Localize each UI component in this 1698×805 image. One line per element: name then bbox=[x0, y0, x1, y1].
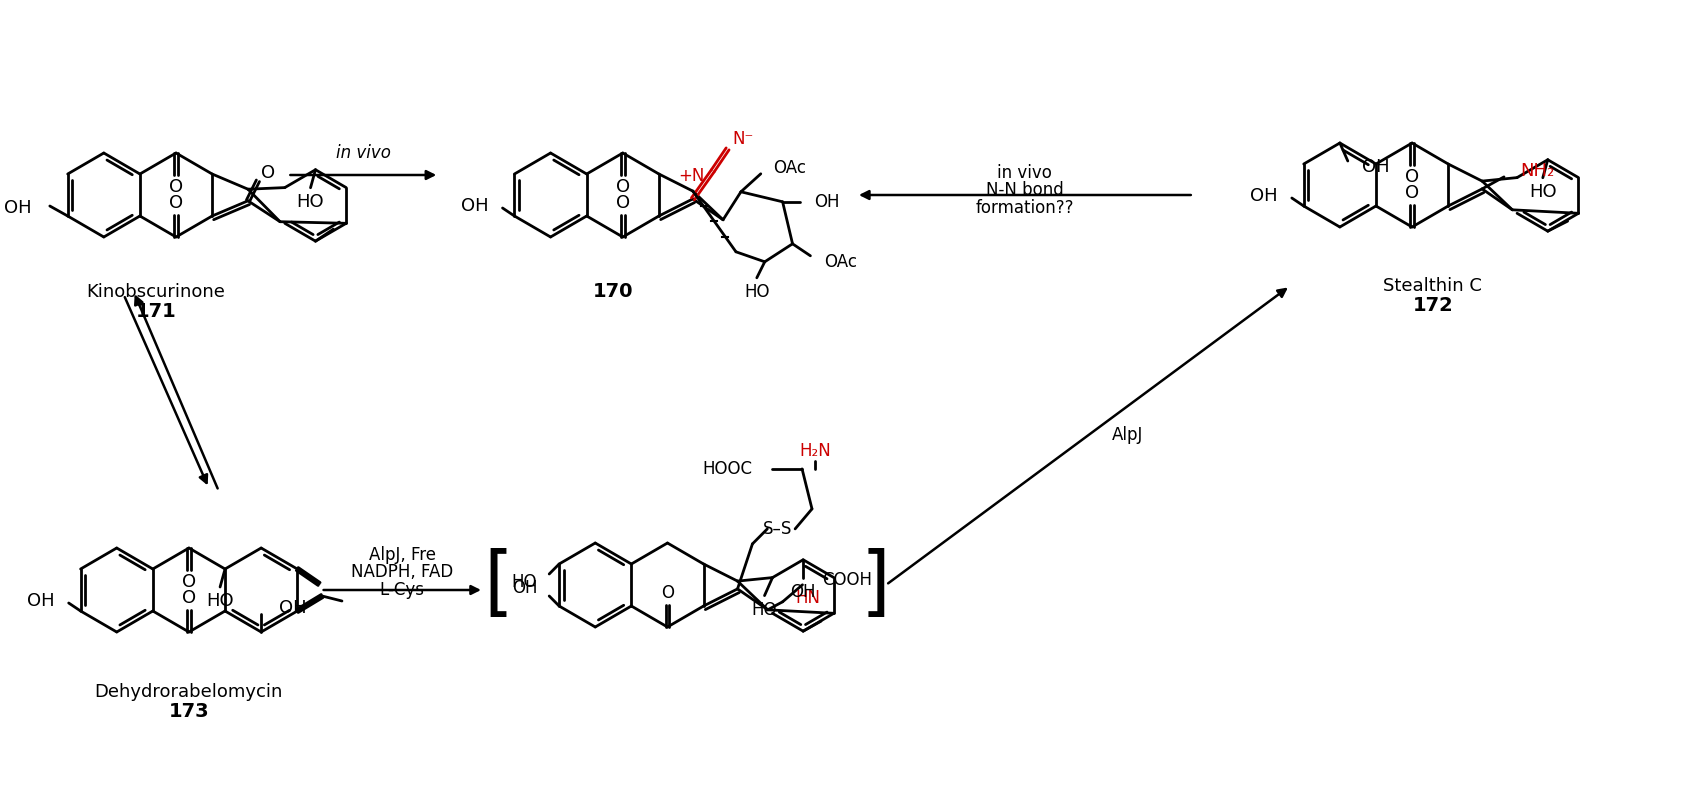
Text: Stealthin C: Stealthin C bbox=[1382, 277, 1481, 295]
Text: NH₂: NH₂ bbox=[1520, 162, 1554, 180]
Text: OH: OH bbox=[460, 197, 489, 215]
Text: [: [ bbox=[484, 548, 513, 622]
Text: L-Cys: L-Cys bbox=[380, 581, 424, 599]
Text: S–S: S–S bbox=[762, 520, 791, 538]
Text: NADPH, FAD: NADPH, FAD bbox=[351, 563, 453, 581]
Text: HN: HN bbox=[795, 588, 820, 607]
Text: N-N bond: N-N bond bbox=[985, 181, 1063, 199]
Text: OH: OH bbox=[1250, 187, 1277, 205]
Text: AlpJ: AlpJ bbox=[1112, 427, 1143, 444]
Text: O: O bbox=[615, 194, 630, 212]
Text: HO: HO bbox=[744, 283, 769, 301]
Text: OH: OH bbox=[790, 583, 815, 601]
Text: HO: HO bbox=[205, 592, 234, 610]
Text: O: O bbox=[615, 178, 630, 196]
Text: 170: 170 bbox=[593, 282, 633, 301]
Text: O: O bbox=[260, 163, 275, 182]
Text: OH: OH bbox=[813, 193, 839, 211]
Text: 171: 171 bbox=[136, 302, 177, 321]
Text: H₂N: H₂N bbox=[798, 442, 830, 460]
Text: O: O bbox=[182, 573, 195, 591]
Text: OH: OH bbox=[5, 199, 32, 217]
Text: HO: HO bbox=[1528, 183, 1555, 200]
Text: OAc: OAc bbox=[824, 253, 857, 270]
Text: ]: ] bbox=[861, 548, 890, 622]
Text: O: O bbox=[182, 589, 195, 607]
Text: in vivo: in vivo bbox=[997, 164, 1051, 182]
Text: HO: HO bbox=[751, 601, 776, 618]
Text: COOH: COOH bbox=[822, 571, 871, 588]
Text: Dehydrorabelomycin: Dehydrorabelomycin bbox=[95, 683, 284, 700]
Text: OH: OH bbox=[27, 592, 54, 610]
Text: OH: OH bbox=[278, 599, 306, 617]
Text: O: O bbox=[168, 194, 183, 212]
Text: N⁻: N⁻ bbox=[732, 130, 754, 148]
Text: HOOC: HOOC bbox=[701, 460, 752, 478]
Text: OH: OH bbox=[511, 579, 537, 597]
Text: Kinobscurinone: Kinobscurinone bbox=[87, 283, 226, 300]
Text: AlpJ, Fre: AlpJ, Fre bbox=[368, 546, 435, 564]
Text: 173: 173 bbox=[168, 702, 209, 721]
Text: +N: +N bbox=[678, 167, 705, 185]
Text: O: O bbox=[661, 584, 674, 602]
Text: O: O bbox=[1404, 168, 1418, 186]
Text: 172: 172 bbox=[1411, 296, 1452, 316]
Text: O: O bbox=[1404, 184, 1418, 202]
Text: in vivo: in vivo bbox=[336, 144, 391, 162]
Text: O: O bbox=[168, 178, 183, 196]
Text: OAc: OAc bbox=[773, 159, 805, 177]
Text: HO: HO bbox=[297, 192, 324, 211]
Text: OH: OH bbox=[1360, 158, 1389, 176]
Text: HO: HO bbox=[511, 573, 537, 591]
Text: formation??: formation?? bbox=[975, 199, 1073, 217]
